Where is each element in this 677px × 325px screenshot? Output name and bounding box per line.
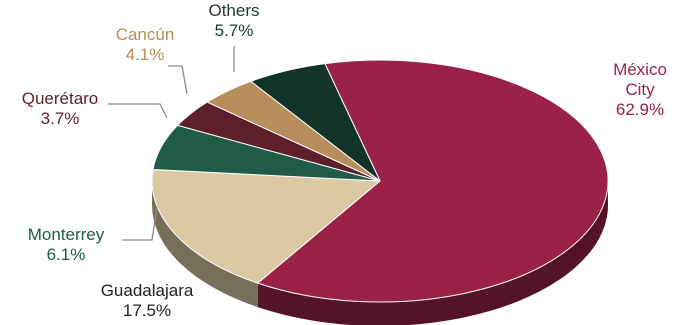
slice-others [249,63,381,182]
slice-name-cancun: Cancún [116,25,175,44]
slice-name-others: Others [208,1,259,20]
leader-lines [108,46,235,241]
slice-name-mexico-city: México [613,60,667,79]
slice-value-cancun: 4.1% [126,45,165,64]
slice-value-others: 5.7% [215,21,254,40]
slice-name-monterrey: Monterrey [28,225,105,244]
pie-sides [152,181,608,325]
slice-side-mexico-city [257,181,608,325]
slice-mexico-city [256,59,609,303]
slice-value-queretaro: 3.7% [41,109,80,128]
slice-name-guadalajara: Guadalajara [101,281,194,300]
leader-line-monterrey [122,206,158,241]
leader-line-cancun [168,65,188,95]
slice-side-guadalajara [152,181,258,308]
slice-value-mexico-city: 62.9% [616,100,664,119]
slice-name-mexico-city: City [625,80,655,99]
slice-guadalajara [151,169,382,284]
slice-value-guadalajara: 17.5% [123,301,171,320]
slice-value-monterrey: 6.1% [47,245,86,264]
leader-line-queretaro [108,103,168,119]
slice-name-queretaro: Querétaro [22,89,99,108]
pie-slices [151,59,609,303]
